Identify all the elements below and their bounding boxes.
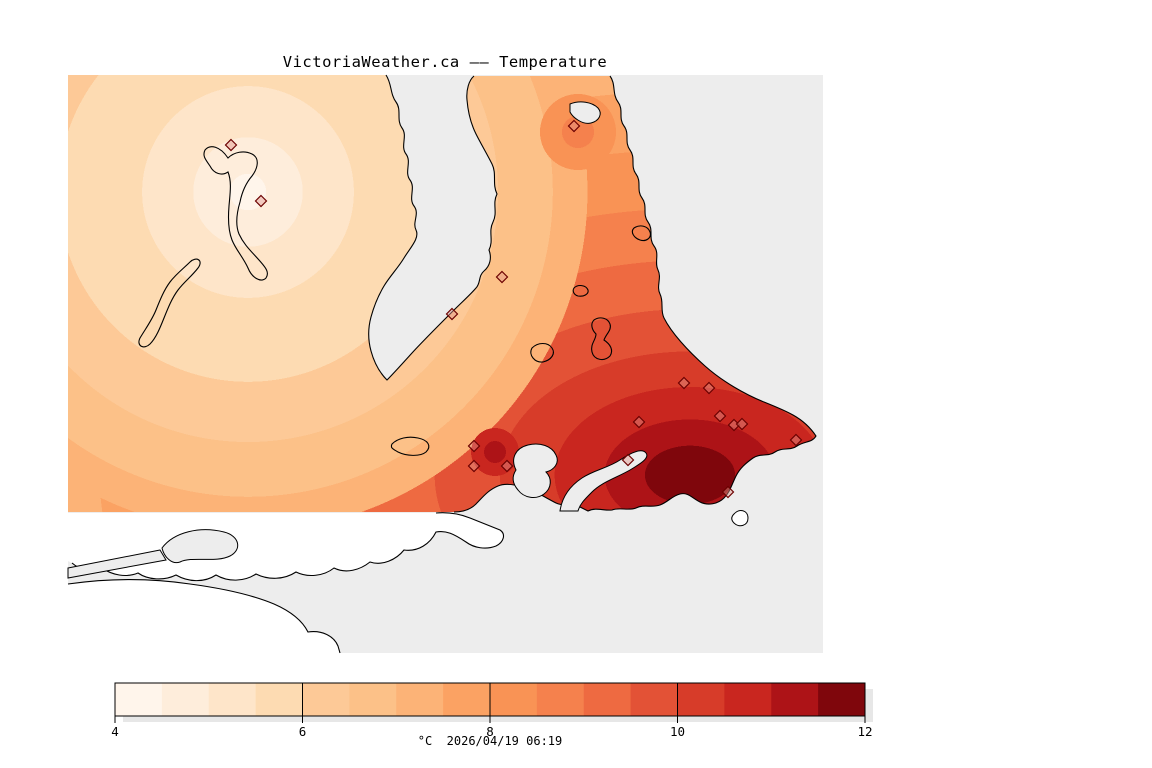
victoria-harbour-channel: [559, 450, 648, 512]
lake-outline: [138, 258, 201, 348]
colorbar-band: [208, 683, 257, 716]
esquimalt-harbour: [512, 443, 558, 498]
colorbar-band: [818, 683, 866, 716]
colorbar-band: [115, 683, 163, 716]
colorbar-segments: [115, 683, 866, 716]
coastline-islet: [631, 225, 651, 242]
colorbar-ticks: 4 6 8 10 12: [111, 683, 873, 739]
station-marker: [500, 459, 514, 473]
colorbar-band: [443, 683, 491, 716]
land-outside-grid: [67, 510, 749, 654]
colorbar-band: [724, 683, 772, 716]
station-marker: [621, 453, 635, 467]
station-marker: [467, 459, 481, 473]
colorbar-tick-label: 4: [111, 724, 119, 739]
station-marker: [567, 119, 581, 133]
colorbar-band: [396, 683, 444, 716]
lake-outline: [572, 285, 589, 297]
station-marker: [254, 194, 268, 208]
station-marker: [713, 409, 727, 423]
colorbar-band: [583, 683, 632, 716]
station-marker: [632, 415, 646, 429]
colorbar-caption: °C 2026/04/19 06:19: [418, 734, 563, 748]
colorbar-band: [771, 683, 819, 716]
coastline: [368, 74, 817, 513]
station-marker: [677, 376, 691, 390]
white-land-lower-coast: [67, 578, 341, 654]
station-marker: [789, 433, 803, 447]
colorbar-tick-label: 8: [486, 724, 494, 739]
lake-outlines: [138, 146, 613, 456]
station-markers: [224, 119, 803, 499]
white-land-upper-coast: [71, 512, 505, 582]
colorbar-band: [630, 683, 678, 716]
offshore-islet: [731, 510, 749, 527]
deep-cove-notch: [569, 101, 601, 124]
station-marker: [445, 307, 459, 321]
colorbar-band: [677, 683, 725, 716]
lake-outline: [530, 342, 554, 363]
coastline-west-inlet: [368, 74, 498, 381]
station-marker: [702, 381, 716, 395]
colorbar-band: [302, 683, 350, 716]
harbour-water-bodies: [512, 101, 648, 512]
white-land-upper: [68, 512, 504, 581]
colorbar-band: [161, 683, 210, 716]
station-marker: [467, 439, 481, 453]
colorbar: 4 6 8 10 12 °C 2026/04/19 06:19: [111, 682, 873, 748]
colorbar-band: [349, 683, 397, 716]
colorbar-band: [255, 683, 303, 716]
colorbar-tick-label: 10: [670, 724, 685, 739]
colorbar-band: [490, 683, 538, 716]
sooke-basin: [161, 529, 239, 564]
station-marker: [495, 270, 509, 284]
white-land-lower: [68, 579, 340, 653]
sooke-channel: [67, 549, 167, 579]
station-marker: [224, 138, 238, 152]
lake-outline: [390, 436, 430, 456]
station-marker: [735, 417, 749, 431]
station-marker: [721, 485, 735, 499]
colorbar-band: [536, 683, 585, 716]
colorbar-tick-label: 12: [857, 724, 872, 739]
lake-outline: [591, 317, 613, 361]
colorbar-tick-label: 6: [299, 724, 307, 739]
coastline-peninsula-east: [453, 75, 817, 513]
page-title: VictoriaWeather.ca —— Temperature: [283, 53, 607, 71]
lake-outline: [203, 146, 268, 281]
